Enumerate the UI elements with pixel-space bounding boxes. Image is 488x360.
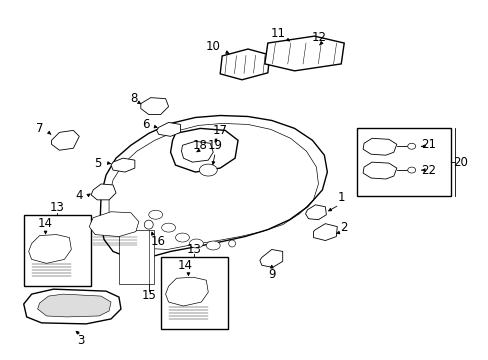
Text: 6: 6 [142,118,149,131]
Ellipse shape [175,233,189,242]
Text: 21: 21 [420,138,435,151]
Polygon shape [264,36,344,71]
Text: 4: 4 [75,189,83,202]
Text: 10: 10 [205,40,220,53]
Text: 12: 12 [311,31,326,44]
Text: 20: 20 [452,156,467,168]
Ellipse shape [199,164,217,176]
Ellipse shape [144,220,153,229]
Text: 11: 11 [270,27,285,40]
Text: 17: 17 [212,124,227,137]
Ellipse shape [148,210,163,219]
Polygon shape [220,49,269,80]
Polygon shape [156,122,180,136]
Ellipse shape [407,143,415,149]
Text: 13: 13 [50,201,65,214]
Text: 1: 1 [337,192,345,204]
Bar [119,230,153,284]
Polygon shape [89,212,139,237]
Polygon shape [362,162,396,179]
Text: 22: 22 [420,163,435,176]
Polygon shape [259,249,282,267]
Text: 16: 16 [150,235,165,248]
Polygon shape [111,158,135,172]
Text: 19: 19 [207,139,222,152]
Text: 14: 14 [38,217,53,230]
Polygon shape [91,184,116,200]
Text: 7: 7 [36,122,43,135]
Bar [24,215,91,286]
Polygon shape [141,98,168,114]
Ellipse shape [189,239,203,248]
Polygon shape [24,289,121,324]
Text: 13: 13 [186,243,202,256]
Text: 9: 9 [267,268,275,281]
Ellipse shape [206,241,220,250]
Polygon shape [313,224,337,240]
Polygon shape [181,141,213,162]
Ellipse shape [228,240,235,247]
Text: 2: 2 [340,221,347,234]
Ellipse shape [162,223,175,232]
Polygon shape [305,205,325,220]
Text: 18: 18 [192,139,207,152]
Text: 14: 14 [178,259,193,272]
Text: 5: 5 [94,157,102,170]
Text: 15: 15 [141,289,156,302]
Polygon shape [170,129,238,172]
Polygon shape [51,130,79,150]
Text: 8: 8 [130,92,137,105]
Polygon shape [29,235,71,264]
Polygon shape [100,116,326,257]
Bar [356,129,450,196]
Bar [161,257,228,329]
Polygon shape [165,277,208,306]
Ellipse shape [407,167,415,173]
Polygon shape [38,294,111,317]
Text: 3: 3 [78,334,85,347]
Polygon shape [362,138,396,155]
